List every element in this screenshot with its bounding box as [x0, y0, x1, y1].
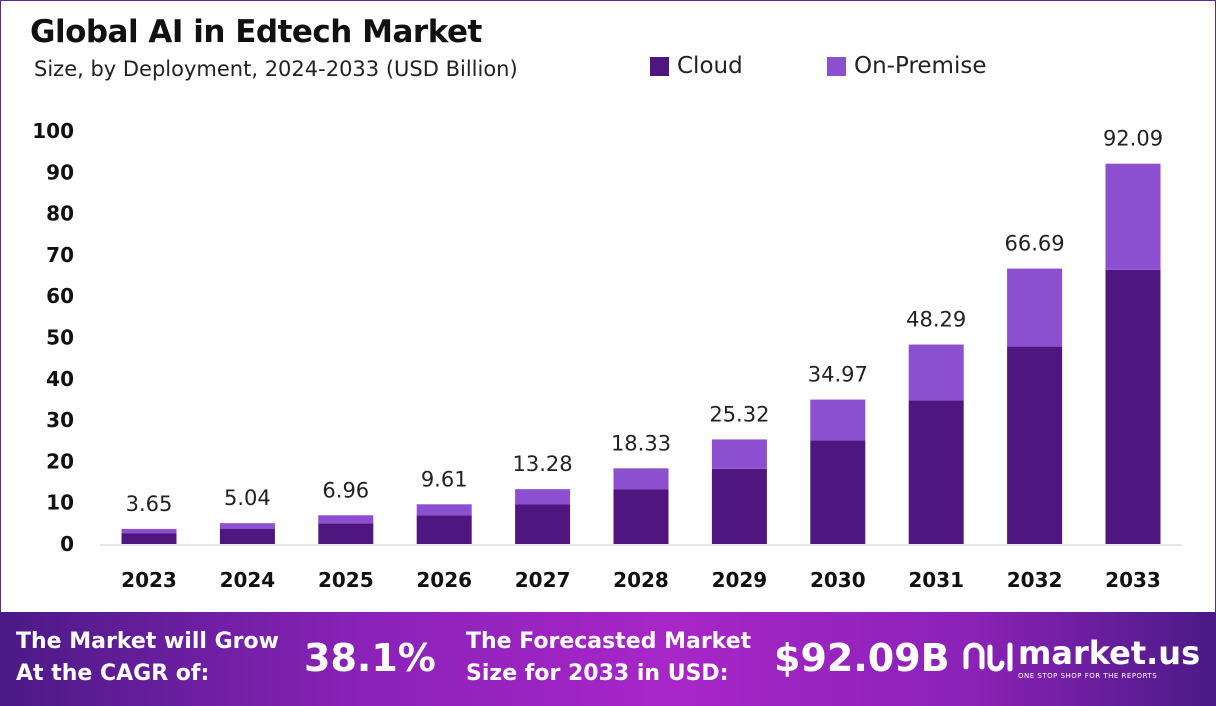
x-tick-label: 2023 — [121, 568, 177, 592]
chart-subtitle: Size, by Deployment, 2024-2033 (USD Bill… — [34, 57, 518, 81]
x-tick-label: 2025 — [318, 568, 374, 592]
market-us-logo-icon — [963, 642, 1013, 672]
data-label-total: 92.09 — [1103, 127, 1163, 151]
legend-swatch-on-premise — [827, 56, 846, 76]
bar-cloud-2033 — [1105, 269, 1161, 544]
legend-label-cloud: Cloud — [677, 53, 743, 79]
y-tick-label: 10 — [46, 491, 74, 515]
x-tick-label: 2026 — [416, 568, 472, 592]
y-tick-label: 80 — [46, 202, 74, 226]
data-label-total: 48.29 — [906, 308, 966, 332]
y-tick-label: 40 — [46, 367, 74, 391]
bar-on-premise-2023 — [121, 528, 177, 534]
bar-on-premise-2024 — [219, 523, 275, 530]
x-tick-label: 2028 — [613, 568, 669, 592]
x-tick-label: 2024 — [220, 568, 276, 592]
data-label-total: 18.33 — [611, 431, 671, 455]
y-tick-label: 60 — [46, 284, 74, 308]
forecast-label-line1: The Forecasted Market — [466, 629, 752, 654]
data-label-total: 5.04 — [224, 486, 271, 510]
cagr-label-line1: The Market will Grow — [16, 629, 279, 654]
footer-banner: The Market will Grow At the CAGR of: 38.… — [0, 612, 1216, 706]
bar-cloud-2028 — [613, 489, 669, 544]
bar-on-premise-2031 — [908, 344, 964, 401]
bar-on-premise-2026 — [416, 504, 472, 516]
bar-cloud-2023 — [121, 533, 177, 544]
x-tick-label: 2033 — [1105, 568, 1161, 592]
data-label-total: 25.32 — [709, 402, 769, 426]
y-tick-label: 30 — [46, 408, 74, 432]
data-label-total: 34.97 — [808, 363, 868, 387]
forecast-label: The Forecasted Market Size for 2033 in U… — [466, 626, 751, 690]
bar-on-premise-2029 — [711, 439, 767, 469]
y-tick-label: 100 — [32, 119, 74, 143]
x-tick-label: 2032 — [1007, 568, 1063, 592]
market-us-logo: market.us ONE STOP SHOP FOR THE REPORTS — [962, 634, 1200, 680]
cagr-label: The Market will Grow At the CAGR of: — [16, 626, 279, 690]
logo-name: market.us — [1018, 634, 1201, 672]
data-label-total: 13.28 — [513, 452, 573, 476]
data-label-total: 3.65 — [126, 492, 173, 516]
legend-item-cloud: Cloud — [650, 53, 743, 79]
y-tick-label: 50 — [46, 326, 74, 350]
x-tick-label: 2027 — [515, 568, 571, 592]
x-tick-label: 2029 — [712, 568, 768, 592]
bar-cloud-2030 — [810, 440, 866, 544]
y-tick-label: 90 — [46, 160, 74, 184]
legend-label-on-premise: On-Premise — [854, 53, 987, 79]
bar-cloud-2031 — [908, 400, 964, 544]
bar-cloud-2026 — [416, 515, 472, 544]
data-label-total: 6.96 — [322, 478, 369, 502]
bar-on-premise-2033 — [1105, 163, 1161, 270]
bar-on-premise-2025 — [318, 515, 374, 524]
chart-title: Global AI in Edtech Market — [30, 14, 482, 50]
data-label-total: 66.69 — [1005, 232, 1065, 256]
cagr-label-line2: At the CAGR of: — [16, 661, 210, 686]
logo-tagline: ONE STOP SHOP FOR THE REPORTS — [1018, 672, 1158, 680]
bar-cloud-2032 — [1007, 346, 1063, 544]
bar-cloud-2027 — [515, 504, 571, 544]
x-tick-label: 2031 — [908, 568, 964, 592]
data-label-total: 9.61 — [421, 467, 468, 491]
forecast-value: $92.09B — [774, 636, 950, 680]
bar-cloud-2029 — [711, 468, 767, 544]
legend-item-on-premise: On-Premise — [827, 53, 986, 79]
x-tick-label: 2030 — [810, 568, 866, 592]
bar-cloud-2024 — [219, 529, 275, 544]
forecast-label-line2: Size for 2033 in USD: — [466, 661, 729, 686]
bar-on-premise-2030 — [810, 399, 866, 441]
y-tick-label: 70 — [46, 243, 74, 267]
cagr-value: 38.1% — [304, 636, 436, 680]
bar-on-premise-2032 — [1007, 268, 1063, 347]
bar-cloud-2025 — [318, 523, 374, 544]
legend-swatch-cloud — [650, 56, 669, 76]
bar-on-premise-2028 — [613, 468, 669, 490]
y-tick-label: 20 — [46, 449, 74, 473]
y-tick-label: 0 — [60, 532, 74, 556]
bar-chart: 01020304050607080901003.6520235.0420246.… — [32, 119, 1182, 592]
bar-on-premise-2027 — [515, 489, 571, 505]
